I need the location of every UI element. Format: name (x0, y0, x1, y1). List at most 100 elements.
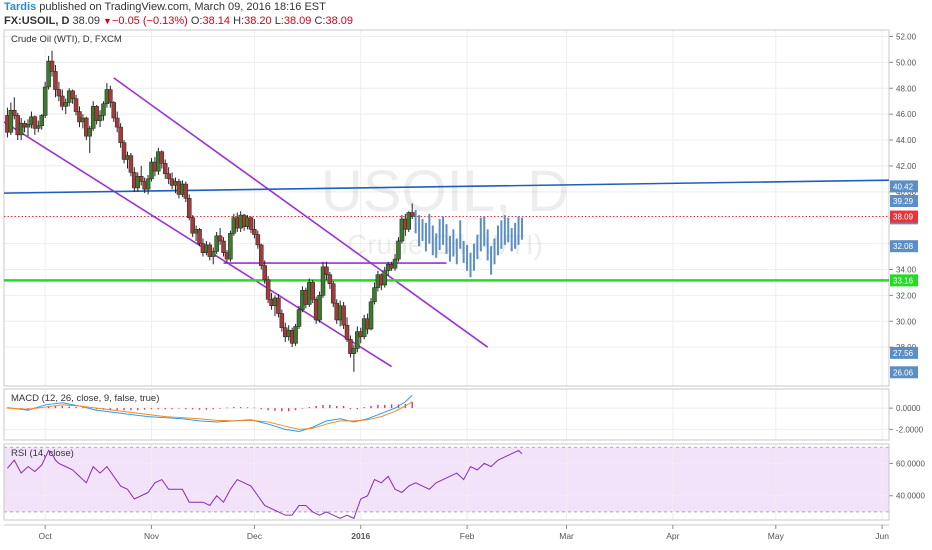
candle-up (351, 348, 357, 354)
candle-up (87, 128, 93, 137)
y-tick-label: 50.00 (896, 58, 917, 67)
x-tick-label: Jun (875, 531, 889, 541)
close-value: 38.09 (325, 15, 353, 27)
price-label-bg (890, 366, 918, 379)
watermark-name: Crude Oil (WTI) (347, 229, 543, 260)
chart-area[interactable]: 28.0030.0032.0034.0036.0038.0040.0042.00… (0, 28, 932, 550)
candle-down (111, 102, 117, 119)
macd-histogram-bar (171, 408, 173, 410)
macd-histogram-bar (246, 407, 249, 409)
macd-histogram-bar (239, 407, 242, 409)
price-label-bg (890, 210, 918, 223)
candle-up (18, 122, 24, 136)
candle-up (368, 301, 374, 330)
x-tick-label: Dec (247, 531, 263, 541)
trend-line (113, 77, 489, 348)
candle-up (355, 331, 360, 349)
macd-histogram-bar (253, 407, 256, 409)
macd-histogram-bar (288, 408, 290, 412)
candle-down (327, 274, 333, 284)
candle-up (372, 287, 377, 303)
candle-up (392, 258, 398, 269)
y-tick-label: 46.00 (896, 110, 917, 119)
y-tick-label: 44.00 (896, 136, 917, 145)
candle-down (409, 212, 415, 217)
open-value: 38.14 (202, 15, 231, 27)
candle-down (60, 95, 65, 107)
candle-down (341, 305, 346, 326)
candle-down (279, 313, 285, 328)
macd-histogram-bar (130, 408, 132, 411)
y-tick-label: 60.0000 (896, 459, 925, 468)
y-tick-label: 30.00 (896, 317, 917, 326)
candle-up (36, 125, 41, 129)
candle-down (324, 266, 329, 275)
y-tick-label: 42.00 (896, 162, 917, 171)
candle-up (214, 235, 219, 252)
candle-up (320, 266, 326, 296)
macd-histogram-bar (123, 408, 125, 411)
y-tick-label: 0.0000 (896, 404, 921, 413)
candle-down (56, 89, 62, 97)
pane-frame (3, 29, 890, 387)
macd-series-line (7, 401, 413, 430)
price-label: 40.42 (893, 182, 914, 191)
x-tick-label: Mar (559, 531, 574, 541)
high-value: 38.20 (244, 15, 272, 27)
macd-histogram-bar (308, 407, 310, 409)
watermark-symbol: USOIL, D (321, 159, 569, 224)
rsi-line (7, 449, 523, 520)
candle-up (145, 178, 151, 190)
macd-histogram-bar (212, 408, 214, 410)
last-price: 38.09 (72, 15, 100, 27)
y-tick-label: -2.0000 (896, 425, 924, 434)
candle-down (259, 244, 264, 266)
macd-histogram-bar (281, 408, 283, 412)
candle-up (293, 326, 298, 344)
candle-down (331, 283, 336, 304)
macd-histogram-bar (260, 408, 262, 410)
macd-histogram-bar (356, 408, 359, 410)
candle-down (310, 282, 315, 300)
macd-histogram-bar (150, 408, 153, 410)
candle-down (73, 98, 79, 112)
candle-down (32, 116, 38, 129)
candle-down (207, 244, 213, 257)
candle-down (183, 183, 189, 199)
price-label-bg (890, 240, 918, 253)
candle-up (406, 212, 412, 230)
candle-down (162, 163, 168, 174)
candle-up (42, 86, 48, 116)
down-arrow-icon: ▼ (103, 16, 112, 26)
macd-histogram-bar (226, 407, 228, 409)
candle-down (128, 155, 134, 173)
macd-histogram-bar (164, 408, 166, 410)
candle-down (70, 90, 75, 99)
pane-frame (3, 388, 890, 441)
trend-line (3, 121, 393, 368)
candle-down (190, 217, 195, 234)
publish-line: Tardis published on TradingView.com, Mar… (4, 1, 326, 13)
candle-up (101, 103, 106, 116)
open-label: O: (190, 15, 203, 27)
candle-up (396, 240, 401, 260)
macd-histogram-bar (329, 404, 331, 409)
macd-histogram-bar (349, 408, 352, 410)
macd-histogram-bar (267, 408, 269, 411)
low-value: 38.09 (283, 15, 312, 27)
candle-down (84, 117, 89, 137)
author-link[interactable]: Tardis (4, 1, 37, 13)
pane-frame (3, 443, 890, 521)
macd-histogram-bar (233, 407, 235, 409)
macd-histogram-bar (205, 408, 208, 410)
x-tick-label: Nov (144, 531, 160, 541)
candle-up (399, 218, 405, 242)
low-label: L: (274, 15, 284, 27)
candle-down (77, 111, 82, 123)
candle-down (255, 234, 261, 246)
candle-down (121, 142, 127, 160)
macd-histogram-bar (178, 408, 180, 409)
candle-down (159, 151, 165, 164)
x-tick-label: Oct (39, 531, 53, 541)
candle-down (265, 279, 271, 300)
